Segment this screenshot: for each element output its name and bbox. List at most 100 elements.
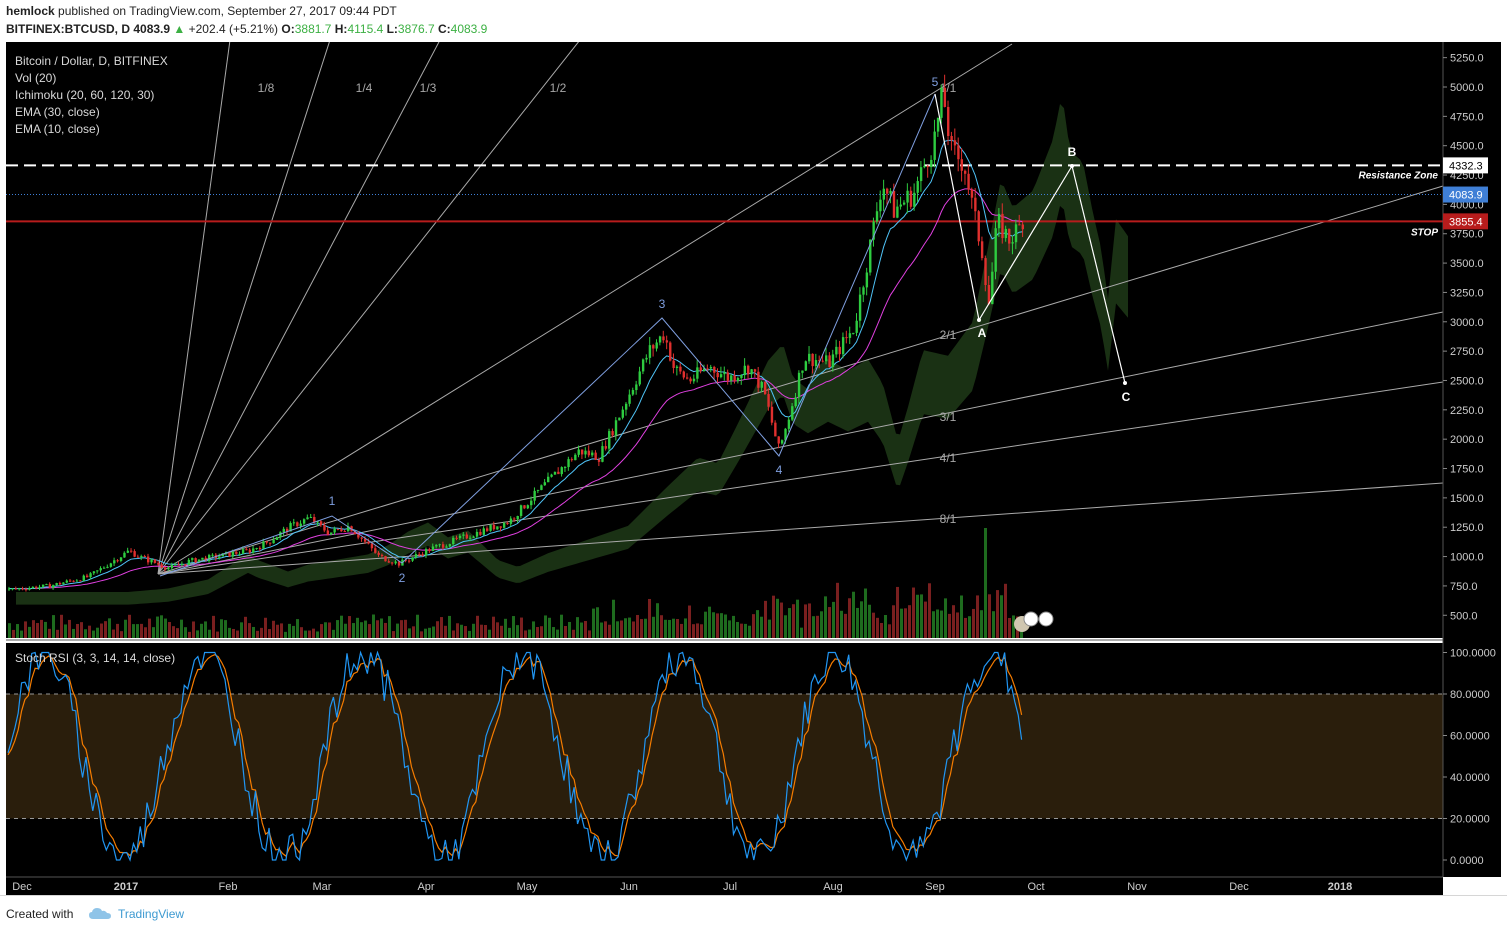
indicator-legend-item[interactable]: Ichimoku (20, 60, 120, 30) [15, 88, 154, 102]
gann-fan-line[interactable] [157, 42, 440, 575]
candle [513, 518, 516, 520]
candle [713, 366, 716, 373]
abc-projection-line[interactable] [934, 93, 1126, 384]
volume-bar [604, 621, 607, 638]
candle [669, 342, 672, 361]
gann-fan-line[interactable] [157, 42, 330, 575]
indicator-legend-item[interactable]: EMA (30, close) [15, 105, 100, 119]
resistance-tag[interactable] [1443, 157, 1488, 174]
volume-bar [304, 630, 307, 638]
candle [974, 197, 977, 212]
volume-bar [180, 619, 183, 638]
volume-bar [680, 623, 683, 638]
author-link[interactable]: hemlock [6, 4, 55, 18]
volume-bar [648, 598, 651, 638]
candle [248, 549, 252, 553]
candle [35, 586, 38, 589]
candle [48, 584, 52, 588]
candle [896, 206, 899, 218]
volume-bar [748, 625, 751, 638]
volume-bar [132, 624, 135, 638]
volume-bar [908, 605, 911, 638]
stoch-legend[interactable]: Stoch RSI (3, 3, 14, 14, close) [15, 651, 175, 665]
candle [160, 564, 163, 568]
tradingview-link[interactable]: TradingView [118, 907, 185, 921]
volume-bar [928, 583, 931, 638]
volume-bar [916, 594, 919, 638]
volume-bar [72, 628, 75, 638]
candle [563, 467, 567, 469]
candle [387, 561, 391, 563]
main-pane[interactable] [6, 42, 1443, 638]
candle [655, 342, 658, 349]
last-price-tag[interactable] [1443, 186, 1488, 203]
volume-bar [572, 629, 575, 638]
candle [902, 202, 906, 205]
gann-fan-line[interactable] [157, 482, 1444, 575]
volume-bar [904, 608, 907, 638]
volume-bar [448, 615, 451, 638]
gann-fan-line[interactable] [157, 42, 231, 575]
event-flags[interactable] [1014, 611, 1054, 632]
candle [316, 521, 319, 523]
candle [299, 523, 302, 527]
gann-fan-line[interactable] [157, 311, 1444, 575]
candle [1014, 224, 1018, 243]
volume-bar [236, 630, 239, 638]
candle [953, 140, 957, 146]
abc-point[interactable] [1070, 164, 1074, 168]
abc-point[interactable] [1123, 381, 1127, 385]
candle [343, 531, 347, 533]
candle [126, 550, 130, 553]
volume-bar [248, 623, 251, 638]
stop-tag[interactable] [1443, 213, 1488, 230]
candle [814, 360, 818, 367]
gann-fan-line[interactable] [157, 381, 1444, 575]
price-tick-label: 4750.0 [1450, 111, 1484, 123]
gann-fan-line[interactable] [157, 43, 1013, 575]
volume-bar [300, 627, 303, 638]
candle [363, 538, 367, 542]
volume-bar [92, 630, 95, 638]
candle [133, 551, 136, 557]
gann-fan-line[interactable] [157, 42, 580, 575]
stoch-tick-label: 0.0000 [1450, 855, 1484, 867]
dividends-flag-icon[interactable] [1023, 611, 1039, 627]
volume-bar [560, 614, 563, 638]
gann-fan-line[interactable] [157, 185, 1444, 575]
volume-bar [260, 627, 263, 638]
volume-bar [516, 625, 519, 638]
volume-bar [124, 619, 127, 638]
volume-bar [556, 629, 559, 638]
volume-bar [428, 627, 431, 638]
volume-bar [960, 595, 963, 638]
volume-bar [672, 618, 675, 638]
volume-bar [964, 617, 967, 638]
splits-flag-icon[interactable] [1038, 611, 1054, 627]
volume-bar [228, 627, 231, 638]
time-tick-label: Feb [219, 881, 238, 893]
candle [577, 449, 580, 455]
volume-bar [792, 604, 795, 638]
candle [82, 575, 85, 581]
indicator-legend-item[interactable]: EMA (10, close) [15, 122, 100, 136]
price-tick-label: 750.0 [1450, 581, 1478, 593]
volume-bar [84, 629, 87, 638]
volume-bar [404, 619, 407, 638]
candle [14, 588, 18, 590]
elliott-wave-line[interactable] [159, 93, 936, 577]
indicator-legend-item[interactable]: Vol (20) [15, 71, 56, 85]
candle [997, 213, 1001, 229]
candle [479, 531, 482, 535]
stoch-d-line [7, 653, 1023, 858]
volume-bar [116, 623, 119, 638]
candle [79, 580, 82, 582]
indicator-legend-item[interactable]: Bitcoin / Dollar, D, BITFINEX [15, 54, 168, 68]
abc-point[interactable] [977, 318, 981, 322]
time-axis[interactable] [6, 877, 1443, 895]
candle [289, 523, 292, 532]
volume-bar [512, 616, 515, 638]
price-axis[interactable] [1443, 42, 1501, 877]
